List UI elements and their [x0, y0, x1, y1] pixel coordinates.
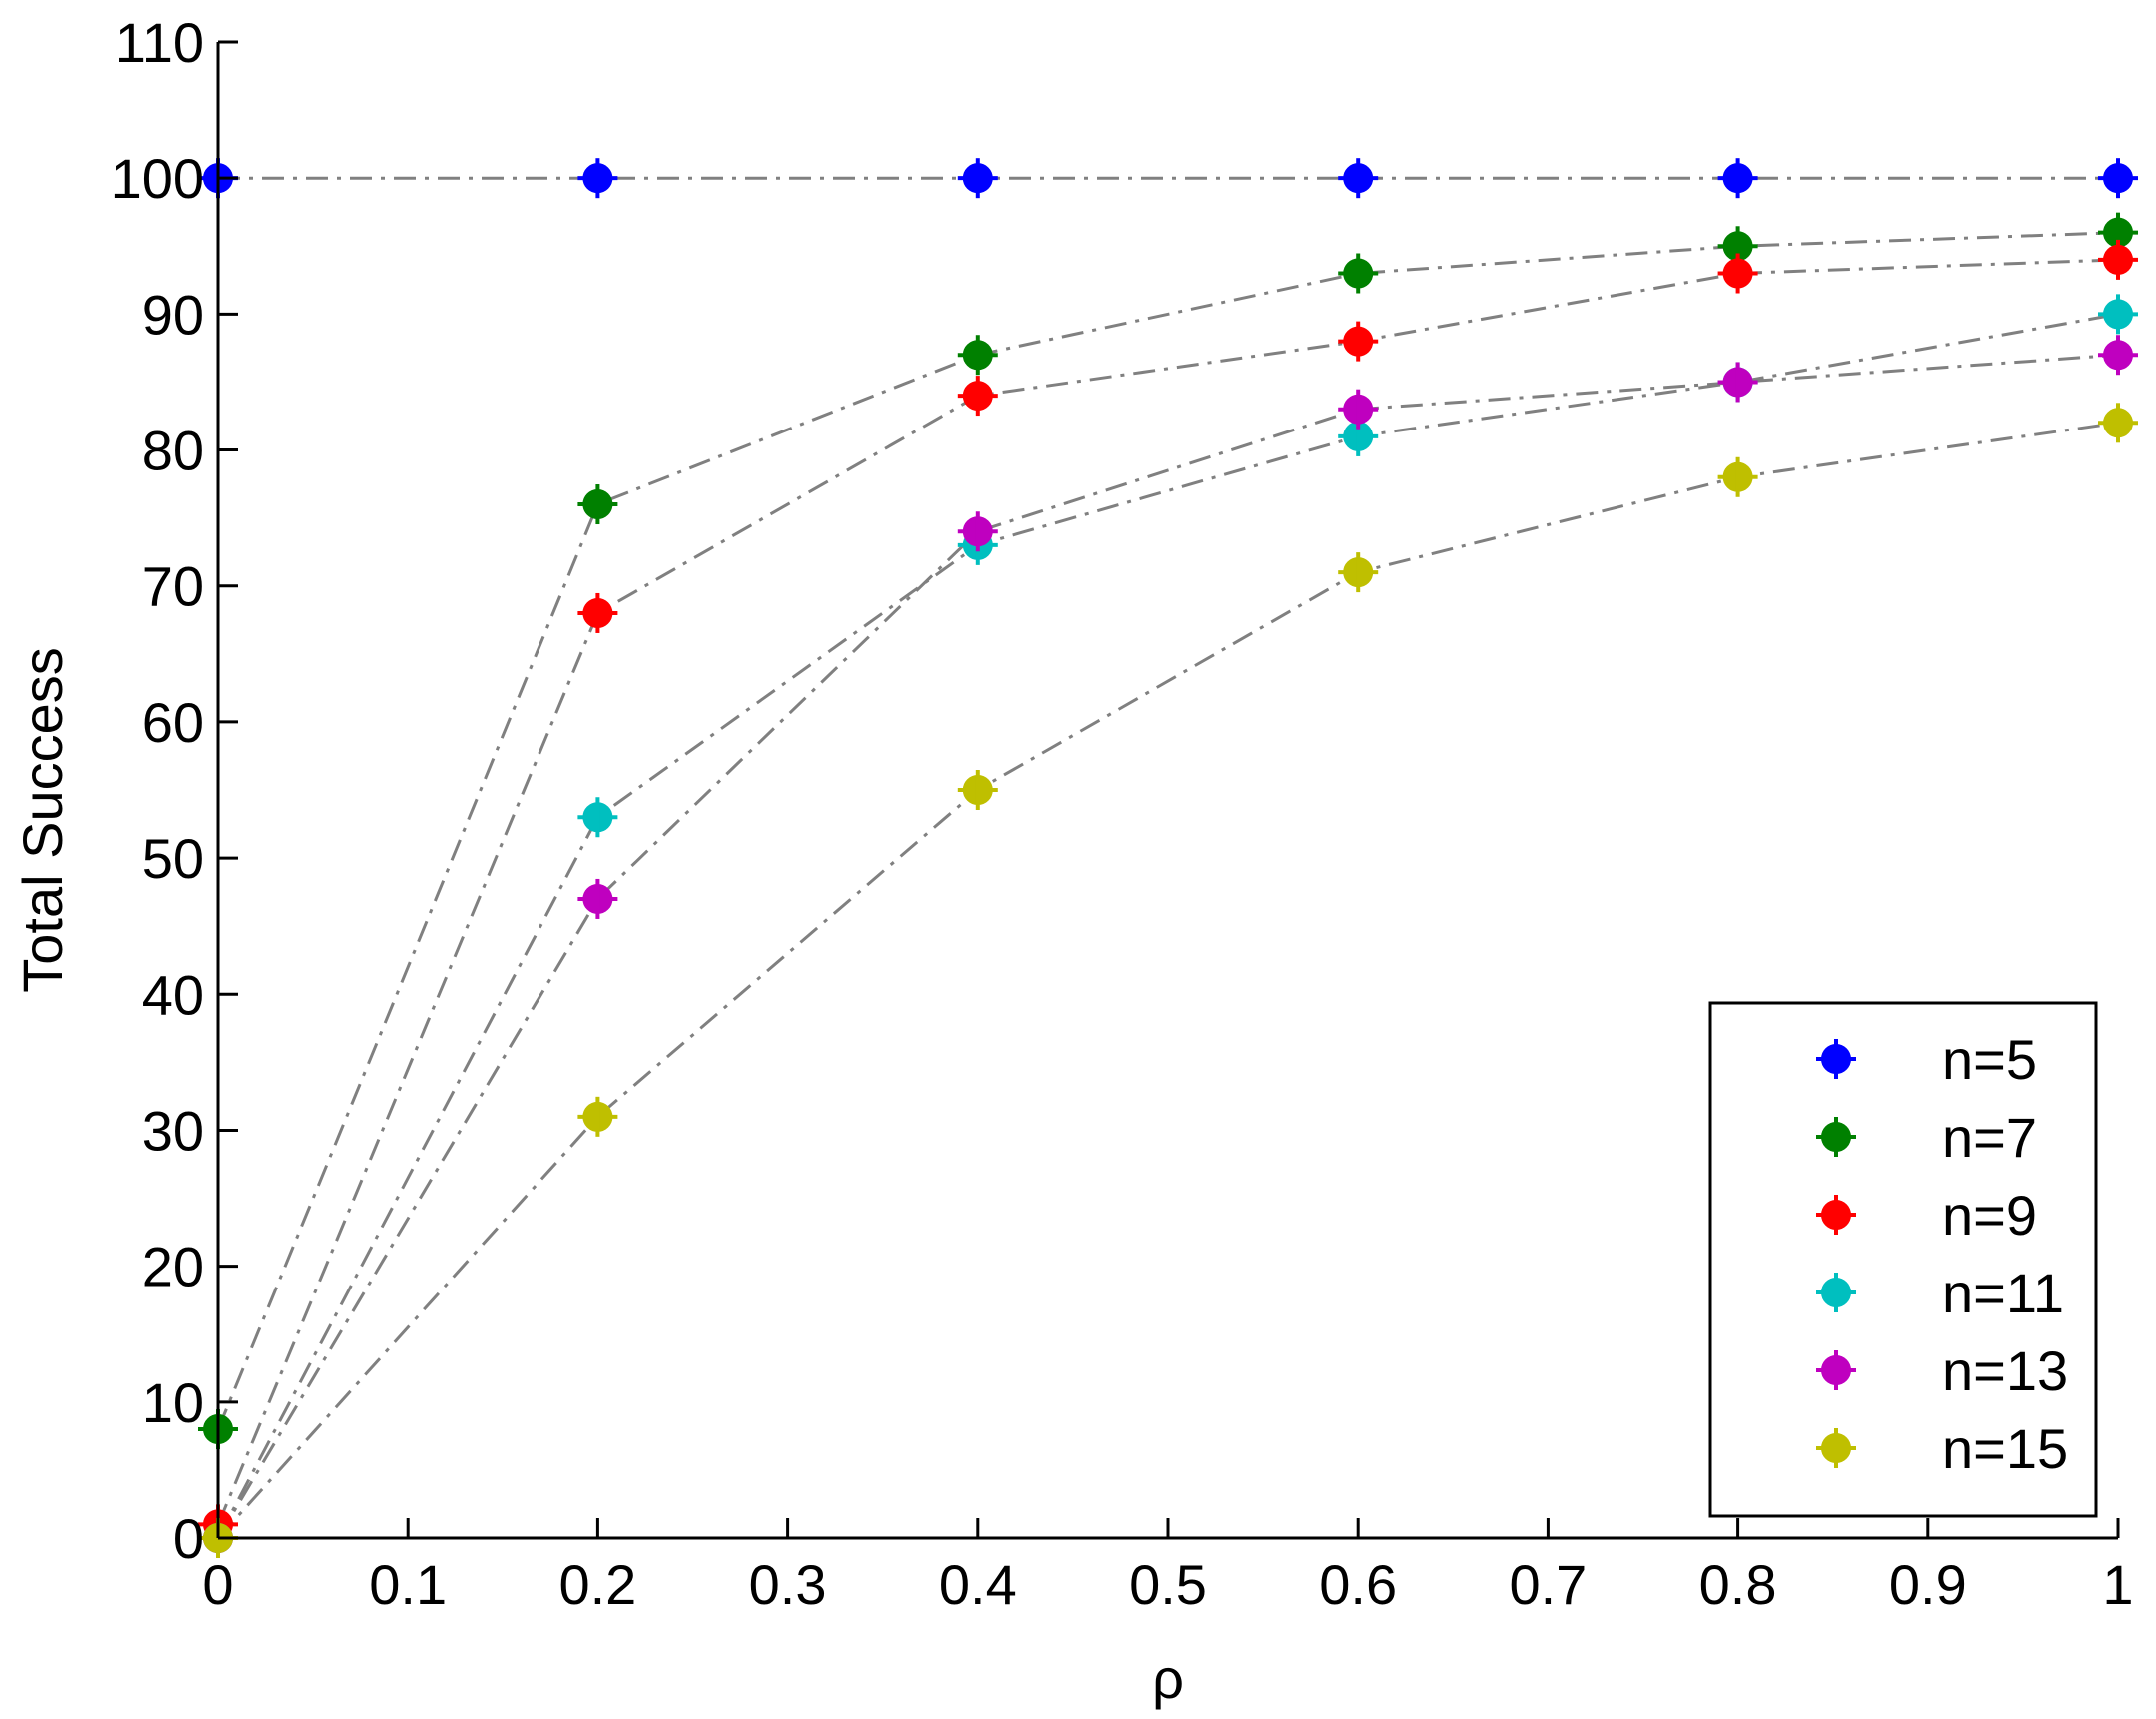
data-point-s2-2 — [957, 376, 998, 417]
legend-marker — [1816, 1350, 1856, 1390]
legend-label: n=7 — [1942, 1106, 2037, 1169]
legend-item: n=15 — [1816, 1417, 2068, 1480]
x-tick-label: 0.5 — [1129, 1553, 1207, 1616]
legend-label: n=11 — [1942, 1262, 2064, 1324]
x-axis-label: ρ — [1152, 1647, 1184, 1710]
y-tick-label: 50 — [142, 827, 204, 890]
data-point-s2-5 — [2098, 239, 2138, 280]
y-tick-label: 30 — [142, 1099, 204, 1162]
data-point-s3-3 — [1338, 416, 1379, 456]
data-point-s1-1 — [577, 484, 618, 525]
legend-label: n=9 — [1942, 1184, 2037, 1247]
series-line-1 — [216, 231, 2119, 1430]
data-point-s5-4 — [1717, 456, 1758, 497]
series-line-5 — [216, 421, 2119, 1540]
data-point-s1-3 — [1338, 253, 1379, 294]
data-point-s3-1 — [577, 797, 618, 838]
y-tick-label: 80 — [142, 420, 204, 482]
x-tick-label: 0.7 — [1509, 1553, 1587, 1616]
data-point-s4-3 — [1338, 389, 1379, 430]
data-point-s2-1 — [577, 592, 618, 633]
x-tick-label: 0.3 — [749, 1553, 827, 1616]
data-point-s0-3 — [1338, 158, 1379, 199]
data-point-s2-3 — [1338, 321, 1379, 362]
data-point-s4-1 — [577, 878, 618, 919]
axes: 0 0.1 0.2 0.3 0.4 0.5 0.6 0.7 0.8 0.9 101020304050… — [111, 11, 2134, 1616]
y-tick-label: 40 — [142, 963, 204, 1026]
legend: n=5 n=7 n=9 n=11 n=13 n=15 — [1708, 1001, 2098, 1518]
legend-item: n=7 — [1816, 1106, 2037, 1169]
x-tick-label: 0.8 — [1699, 1553, 1777, 1616]
legend-label: n=13 — [1942, 1339, 2068, 1402]
y-tick-label: 10 — [142, 1371, 204, 1434]
data-point-s2-4 — [1717, 253, 1758, 294]
legend-item: n=11 — [1816, 1262, 2064, 1324]
series-line-3 — [216, 312, 2119, 1539]
axis-labels: ρ Total Success — [11, 647, 1184, 1710]
data-point-s0-5 — [2098, 158, 2138, 199]
data-point-s5-3 — [1338, 552, 1379, 593]
y-tick-label: 20 — [142, 1236, 204, 1298]
legend-box — [1708, 1001, 2098, 1518]
x-tick-label: 0.6 — [1319, 1553, 1397, 1616]
legend-marker — [1816, 1117, 1856, 1157]
y-tick-label: 70 — [142, 555, 204, 618]
y-tick-label: 110 — [115, 11, 204, 74]
legend-item: n=13 — [1816, 1339, 2068, 1402]
data-point-s1-4 — [1717, 226, 1758, 267]
y-tick-label: 90 — [142, 283, 204, 346]
x-tick-label: 0 — [202, 1553, 233, 1616]
legend-label: n=15 — [1942, 1417, 2068, 1480]
series-markers — [198, 158, 2138, 1558]
series-line-2 — [216, 258, 2119, 1525]
x-tick-label: 0.4 — [939, 1553, 1017, 1616]
legend-marker — [1816, 1428, 1856, 1468]
data-point-s0-4 — [1717, 158, 1758, 199]
series-lines — [216, 176, 2119, 1540]
x-tick-label: 0.2 — [558, 1553, 636, 1616]
data-point-s5-5 — [2098, 403, 2138, 443]
data-point-s4-2 — [957, 511, 998, 552]
data-point-s1-2 — [957, 335, 998, 376]
data-point-s5-1 — [577, 1096, 618, 1137]
series-line-4 — [216, 353, 2119, 1539]
data-point-s3-5 — [2098, 294, 2138, 335]
legend-label: n=5 — [1942, 1028, 2037, 1091]
y-axis-label: Total Success — [11, 647, 74, 993]
legend-item: n=9 — [1816, 1184, 2037, 1247]
y-tick-label: 100 — [111, 147, 204, 210]
data-point-s0-2 — [957, 158, 998, 199]
data-point-s4-5 — [2098, 335, 2138, 376]
legend-marker — [1816, 1195, 1856, 1235]
x-tick-label: 0.1 — [369, 1553, 447, 1616]
legend-item: n=5 — [1816, 1028, 2037, 1091]
legend-marker — [1816, 1039, 1856, 1079]
legend-marker — [1816, 1273, 1856, 1312]
data-point-s0-1 — [577, 158, 618, 199]
x-tick-label: 0.9 — [1889, 1553, 1967, 1616]
data-point-s4-4 — [1717, 362, 1758, 403]
data-point-s5-2 — [957, 770, 998, 810]
y-tick-label: 0 — [173, 1507, 204, 1570]
y-tick-label: 60 — [142, 691, 204, 754]
x-tick-label: 1 — [2102, 1553, 2133, 1616]
